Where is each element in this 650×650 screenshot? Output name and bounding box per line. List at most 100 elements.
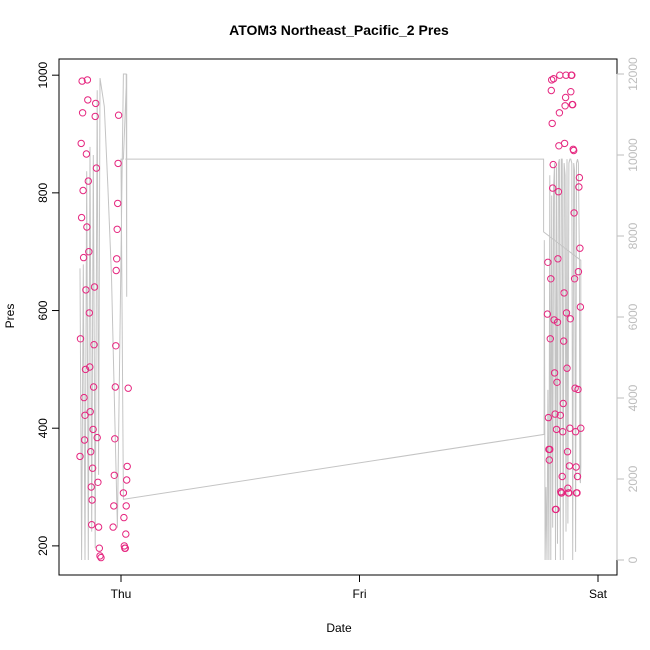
data-point: [570, 209, 578, 217]
data-point: [577, 424, 585, 432]
y2-tick-label: 6000: [626, 303, 640, 330]
data-point: [575, 183, 583, 191]
data-point: [114, 199, 122, 208]
data-point: [86, 408, 94, 416]
data-point: [561, 102, 569, 110]
data-point: [568, 71, 576, 79]
data-point: [573, 489, 581, 497]
data-point: [566, 424, 574, 432]
data-point: [565, 489, 573, 497]
data-point: [547, 275, 555, 283]
data-point: [555, 109, 564, 117]
y-tick-label: 1000: [36, 62, 50, 89]
data-point: [567, 88, 575, 96]
data-point: [87, 483, 95, 491]
data-point: [90, 283, 99, 291]
data-point: [574, 385, 582, 394]
data-point: [92, 164, 101, 172]
x-axis-label: Date: [326, 621, 352, 635]
data-point: [554, 188, 563, 196]
y-axis-right: 0 2000 4000 6000 8000 10000 12000: [616, 57, 640, 563]
data-point: [570, 275, 579, 283]
data-point: [93, 433, 101, 442]
x-tick-label: Fri: [353, 587, 367, 601]
data-point: [549, 184, 557, 192]
data-point: [81, 411, 89, 419]
data-point: [565, 462, 574, 470]
data-point: [546, 445, 554, 454]
data-point: [92, 99, 100, 108]
data-point: [79, 253, 88, 262]
data-point: [545, 456, 553, 464]
data-point: [111, 383, 120, 391]
data-point: [80, 436, 89, 444]
data-point: [120, 513, 128, 522]
data-point: [546, 335, 554, 343]
y-axis-left: 200 400 600 800 1000: [36, 62, 60, 556]
data-point: [553, 318, 562, 326]
data-point: [122, 502, 130, 510]
data-point: [87, 448, 95, 456]
y2-tick-label: 12000: [626, 57, 640, 91]
y2-tick-label: 2000: [626, 465, 640, 492]
data-point: [83, 223, 91, 231]
data-point: [564, 484, 572, 492]
data-point: [113, 255, 121, 263]
x-tick-label: Thu: [111, 587, 132, 601]
data-point: [562, 71, 570, 79]
data-point: [76, 335, 85, 343]
data-point: [553, 378, 561, 386]
y2-tick-label: 4000: [626, 384, 640, 411]
data-point: [570, 146, 578, 155]
data-point: [85, 248, 93, 256]
y2-tick-label: 0: [626, 556, 640, 563]
data-point: [84, 96, 92, 104]
y2-tick-label: 10000: [626, 138, 640, 172]
data-point: [109, 523, 117, 531]
data-point: [83, 76, 92, 84]
data-point: [119, 489, 128, 497]
data-point: [562, 309, 571, 317]
data-point: [558, 472, 566, 481]
data-point: [121, 544, 130, 552]
data-point: [82, 150, 91, 158]
data-point: [78, 77, 86, 85]
data-point: [94, 478, 102, 486]
x-axis: Thu Fri Sat: [111, 574, 608, 601]
data-point: [551, 410, 559, 418]
data-point: [76, 452, 84, 461]
data-point: [95, 544, 104, 552]
data-point: [576, 303, 585, 311]
data-point: [548, 76, 556, 84]
data-point: [90, 341, 98, 349]
series-line: [79, 73, 582, 561]
data-point: [110, 471, 119, 479]
data-point: [89, 425, 97, 434]
data-point: [544, 413, 553, 422]
data-point: [110, 502, 118, 510]
data-point: [575, 173, 584, 182]
y2-tick-label: 8000: [626, 222, 640, 249]
data-point: [114, 159, 122, 168]
data-point: [544, 258, 552, 266]
data-point: [552, 425, 561, 434]
data-point: [549, 160, 557, 169]
data-point: [561, 93, 570, 102]
data-point: [573, 472, 582, 481]
data-point: [556, 71, 564, 79]
y-tick-label: 600: [36, 300, 50, 320]
chart-title: ATOM3 Northeast_Pacific_2 Pres: [229, 22, 449, 38]
data-point: [88, 521, 96, 529]
data-point: [78, 109, 87, 117]
data-point: [77, 213, 86, 222]
data-point: [112, 266, 120, 275]
data-point: [554, 255, 562, 263]
data-point: [112, 342, 120, 350]
data-point: [122, 530, 130, 538]
data-point: [114, 111, 123, 119]
data-point: [560, 289, 568, 297]
plot-frame: [58, 58, 618, 576]
data-point: [123, 476, 131, 484]
data-point: [556, 411, 564, 419]
